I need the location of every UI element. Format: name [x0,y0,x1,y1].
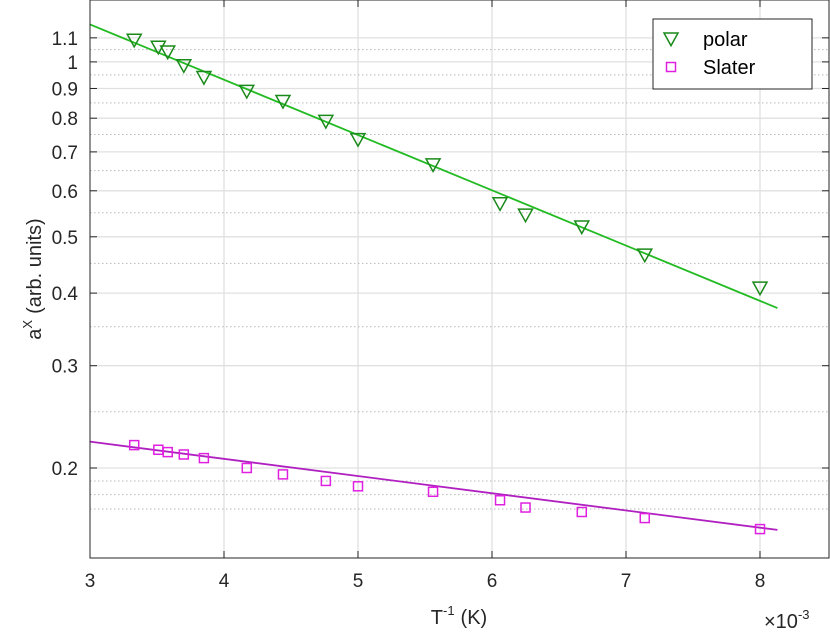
polar-point [517,208,534,224]
x-axis-title: T-1 (K) [431,603,487,629]
legend-slater-marker [665,61,677,73]
polar-point [636,248,654,264]
slater-point [277,469,289,480]
legend-box [652,18,813,90]
y-tick-label: 0.3 [52,357,78,378]
legend-polar-label: polar [703,29,748,51]
polar-point [238,84,256,100]
y-tick-label: 0.7 [52,143,78,164]
slater-fit-line [89,440,778,531]
x-multiplier-exp: -3 [798,607,810,622]
x-tick-label: 6 [487,571,498,592]
polar-point [317,114,335,130]
y-tick-label: 0.9 [52,79,78,100]
y-tick-label: 0.5 [52,228,78,249]
polar-point [751,281,769,297]
polar-point [159,45,176,61]
legend: polar Slater [652,18,813,90]
polar-point [424,158,442,174]
slater-point [754,523,766,535]
polar-point [491,197,509,212]
x-axis-multiplier: ×10-3 [764,607,810,633]
slater-point [576,506,588,518]
x-tick-label: 7 [621,571,632,592]
marker-layer [125,33,769,535]
x-axis-sup: -1 [443,603,455,618]
y-axis-base: a [24,328,46,340]
legend-items: polar Slater [662,29,756,79]
x-tick-label: 5 [353,571,364,592]
y-axis-sup: X [20,320,35,329]
polar-point [349,132,367,148]
polar-point [195,70,213,86]
slater-point [128,439,140,451]
y-tick-label: 0.8 [52,109,78,130]
x-tick-label: 4 [219,571,230,592]
polar-point [573,220,591,236]
slater-point [427,486,439,498]
slater-point [320,475,332,487]
y-tick-label: 0.4 [52,284,79,305]
x-tick-label: 8 [755,571,766,592]
fit-layer [89,23,778,531]
x-axis-base: T [431,607,443,629]
y-tick-label: 0.6 [52,182,78,203]
slater-point [520,502,531,513]
x-multiplier-prefix: ×10 [764,611,798,633]
slater-point [639,512,651,524]
slater-point [198,452,210,464]
x-tick-label: 3 [85,571,96,592]
y-axis-title: aX (arb. units) [20,218,46,339]
x-axis-unit: (K) [461,607,488,629]
y-tick-label: 1.1 [52,29,78,50]
polar-point [274,94,292,110]
y-tick-label: 1 [67,53,78,74]
polar-point [175,59,193,74]
legend-slater-label: Slater [703,57,756,79]
legend-polar-marker [662,32,680,48]
slater-point [162,446,173,458]
y-axis-unit: (arb. units) [24,218,46,314]
tick-layer: 3 4 5 6 7 8 0.2 0.3 0.4 0.5 0.6 0.7 0.8 0.9 1 1.1 [52,0,829,592]
slater-point [494,495,506,506]
slater-point [352,481,364,492]
y-tick-label: 0.2 [52,459,78,480]
plot-frame [89,0,830,559]
slater-point [241,462,253,474]
polar-point [125,33,143,49]
slater-point [178,449,190,460]
